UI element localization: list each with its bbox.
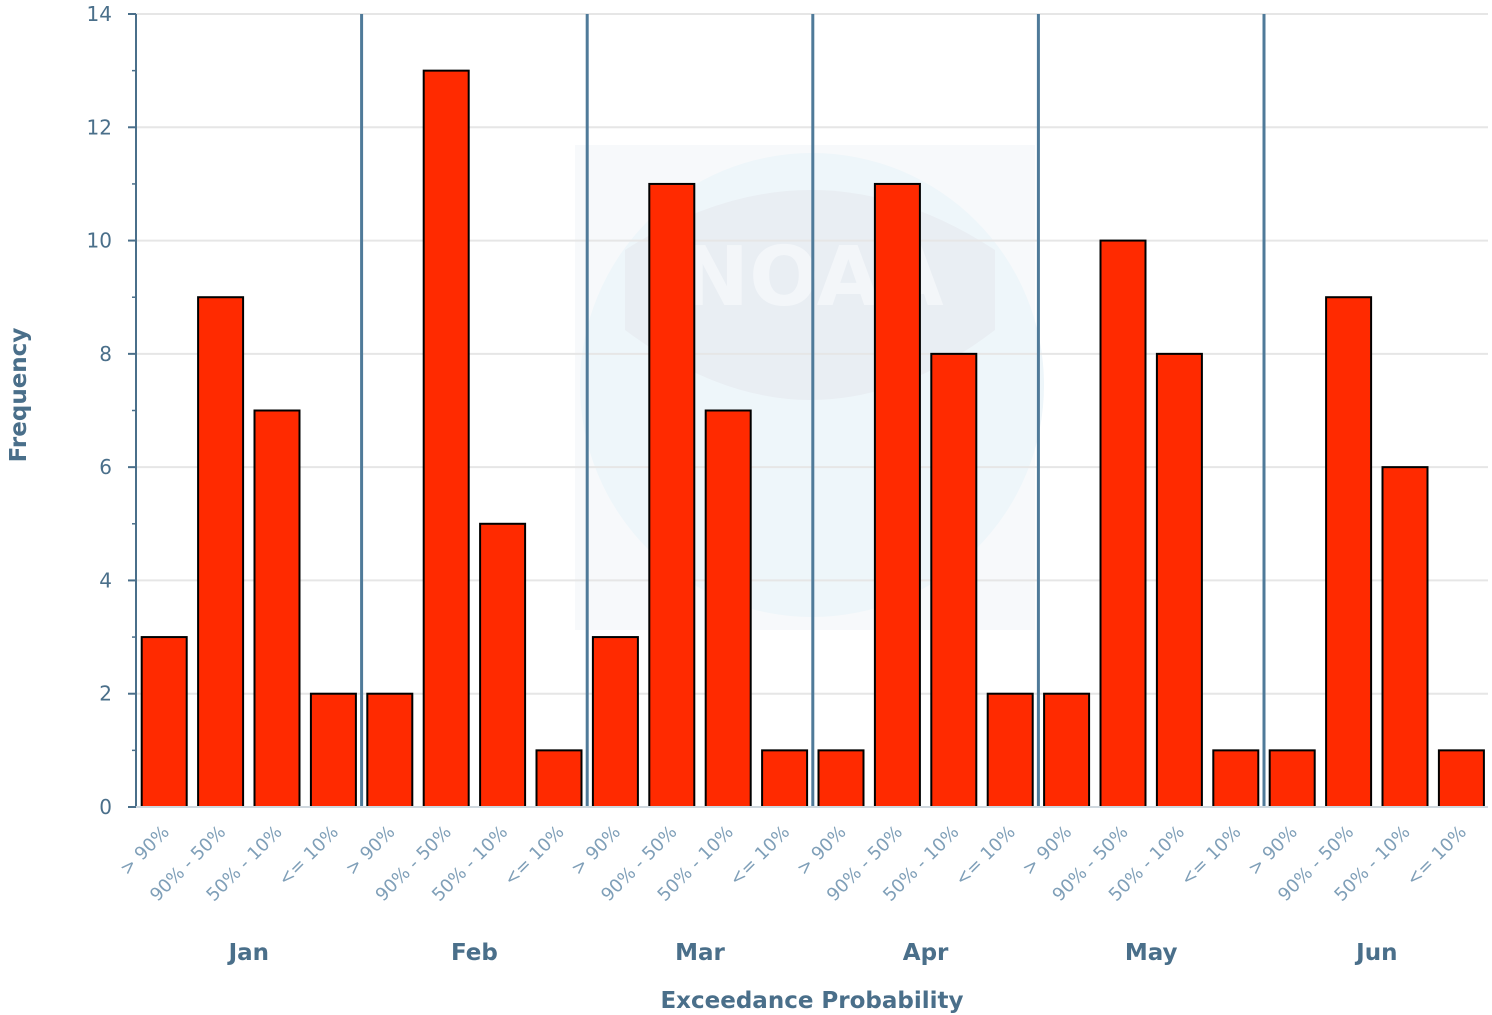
y-tick-label: 4 [99, 568, 112, 592]
y-tick-label: 12 [87, 115, 112, 139]
x-group-label: Apr [903, 940, 949, 966]
bar [253, 409, 301, 808]
x-axis-group-labels: Jan Feb Mar Apr May Jun [227, 940, 1398, 966]
bar [1381, 466, 1429, 808]
x-category-label: <= 10% [1177, 822, 1246, 891]
bar [873, 182, 921, 808]
bar [930, 352, 978, 808]
y-tick-label: 14 [87, 2, 112, 26]
bar [704, 409, 752, 808]
bar [422, 69, 470, 808]
bar [1099, 239, 1147, 809]
x-axis-category-labels: > 90%90% - 50%50% - 10%<= 10%> 90%90% - … [116, 822, 1471, 906]
x-group-label: Mar [675, 940, 725, 966]
x-category-label: <= 10% [500, 822, 569, 891]
bar [761, 749, 809, 808]
y-tick-label: 2 [99, 682, 112, 706]
bar [817, 749, 865, 808]
x-category-label: <= 10% [951, 822, 1020, 891]
group-separators [360, 14, 1266, 807]
x-group-label: Jan [227, 940, 269, 966]
y-axis-title: Frequency [6, 328, 32, 463]
bar [309, 692, 357, 809]
bars [140, 69, 1485, 809]
bar [1268, 749, 1316, 808]
x-group-label: May [1125, 940, 1178, 966]
y-tick-label: 6 [99, 455, 112, 479]
bar [366, 692, 414, 809]
bar [1155, 352, 1203, 808]
y-tick-label: 8 [99, 342, 112, 366]
bar [479, 522, 527, 808]
bar [1437, 749, 1485, 808]
bar [648, 182, 696, 808]
y-tick-label: 0 [99, 795, 112, 819]
y-tick-label: 10 [87, 229, 112, 253]
bar [535, 749, 583, 808]
x-category-label: <= 10% [274, 822, 343, 891]
x-category-label: <= 10% [726, 822, 795, 891]
bar [197, 296, 245, 808]
y-axis-ticks: 0 2 4 6 8 10 12 14 [87, 2, 136, 819]
bar [1043, 692, 1091, 809]
x-axis-title: Exceedance Probability [660, 988, 963, 1014]
bar [986, 692, 1034, 809]
bar [140, 636, 188, 808]
x-group-label: Jun [1354, 940, 1397, 966]
x-group-label: Feb [451, 940, 498, 966]
bar [591, 636, 639, 808]
x-category-label: <= 10% [1402, 822, 1471, 891]
bar [1325, 296, 1373, 808]
bar [1212, 749, 1260, 808]
